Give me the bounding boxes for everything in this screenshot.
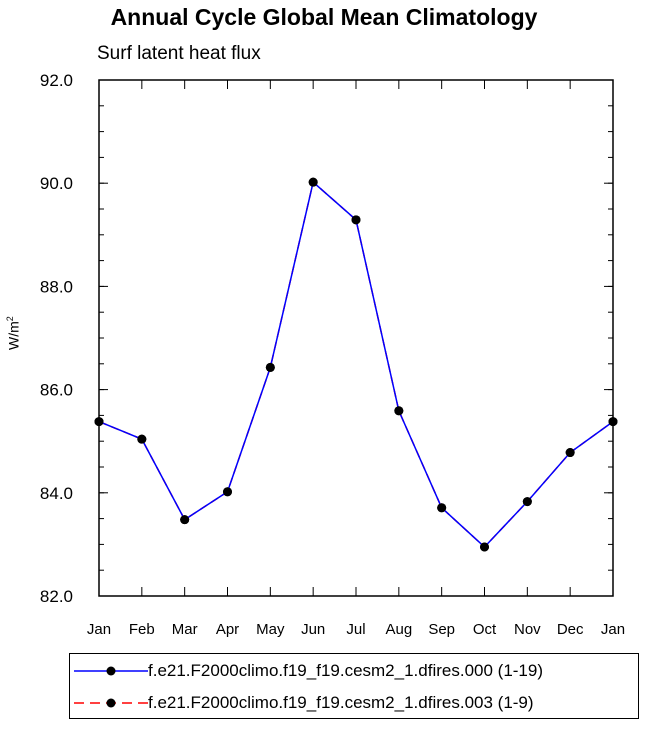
x-tick-label: Feb xyxy=(129,621,155,638)
series-line-0 xyxy=(98,180,614,549)
series-point-0 xyxy=(223,487,232,497)
series-point-0 xyxy=(522,497,532,507)
legend-swatch-0 xyxy=(74,666,148,676)
series-point-0 xyxy=(308,177,318,187)
chart-title: Annual Cycle Global Mean Climatology xyxy=(110,4,538,30)
series-point-0 xyxy=(180,515,190,525)
plot-frame xyxy=(98,79,614,597)
series-point-0 xyxy=(480,542,489,552)
legend-swatch-1 xyxy=(74,698,148,708)
series-point-0 xyxy=(437,503,447,513)
x-tick-label: Oct xyxy=(473,621,497,638)
y-tick-label: 90.0 xyxy=(40,174,73,193)
legend-marker-0 xyxy=(106,666,116,676)
series-point-0 xyxy=(137,434,147,444)
x-tick-label: Jan xyxy=(87,621,111,638)
series-point-0 xyxy=(565,448,575,458)
series-point-0 xyxy=(608,417,618,427)
x-tick-label: Aug xyxy=(385,621,412,638)
legend-item-0: f.e21.F2000climo.f19_f19.cesm2_1.dfires.… xyxy=(70,656,638,686)
legend-label-0: f.e21.F2000climo.f19_f19.cesm2_1.dfires.… xyxy=(148,661,544,680)
series-point-0 xyxy=(265,362,275,372)
x-tick-label: Jan xyxy=(601,621,625,638)
x-tick-label: Mar xyxy=(172,621,198,638)
legend: f.e21.F2000climo.f19_f19.cesm2_1.dfires.… xyxy=(69,653,639,719)
x-tick-label: May xyxy=(256,621,285,638)
series-point-0 xyxy=(94,417,104,427)
y-tick-label: 88.0 xyxy=(40,277,73,296)
y-tick-label: 86.0 xyxy=(40,381,73,400)
y-tick-label: 82.0 xyxy=(40,587,73,606)
series-point-0 xyxy=(394,406,404,416)
chart-plot: Jan Feb Mar Apr May Jun Jul Aug Sep Oct Nov Dec Jan 8… xyxy=(40,71,625,638)
x-tick-label: Jul xyxy=(346,621,365,638)
y-tick-label: 84.0 xyxy=(40,484,73,503)
x-tick-label: Sep xyxy=(428,621,455,638)
chart-subtitle: Surf latent heat flux xyxy=(97,43,261,64)
x-tick-label: Nov xyxy=(514,621,541,638)
x-tick-label: Apr xyxy=(216,621,239,638)
legend-marker-1 xyxy=(106,698,116,708)
x-tick-label: Dec xyxy=(557,621,584,638)
y-tick-label: 92.0 xyxy=(40,71,73,90)
series-point-0 xyxy=(351,215,361,225)
x-tick-label: Jun xyxy=(301,621,325,638)
legend-label-1: f.e21.F2000climo.f19_f19.cesm2_1.dfires.… xyxy=(148,693,534,712)
legend-item-1: f.e21.F2000climo.f19_f19.cesm2_1.dfires.… xyxy=(70,688,638,718)
